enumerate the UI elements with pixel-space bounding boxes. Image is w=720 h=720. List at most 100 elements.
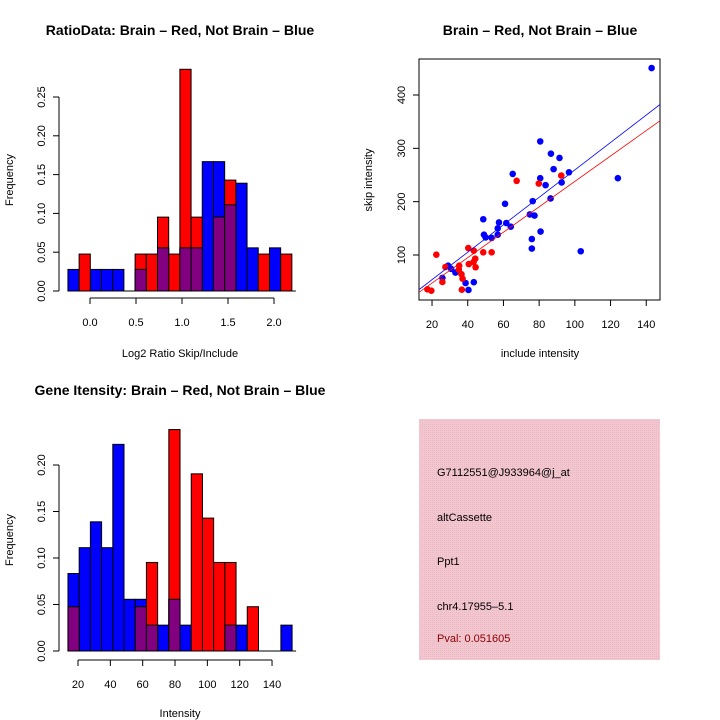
gene-histogram-ylabel: Frequency (4, 514, 16, 566)
y-tick-label: 0.05 (36, 241, 48, 262)
bar-overlap (224, 624, 237, 652)
gene-histogram-title: Gene Itensity: Brain – Red, Not Brain – … (35, 382, 326, 398)
bar-not-brain (235, 624, 248, 652)
point-brain (459, 275, 466, 282)
point-brain (488, 249, 495, 256)
y-tick-label: 0.25 (36, 86, 48, 107)
bar-overlap (134, 606, 147, 652)
bar-overlap (168, 598, 181, 652)
y-tick-label: 400 (396, 86, 408, 104)
y-tick-label: 300 (396, 139, 408, 157)
bar-overlap (156, 247, 170, 292)
point-not-brain (556, 154, 563, 162)
point-not-brain (509, 170, 517, 178)
bar-overlap (190, 247, 203, 292)
gene-name: Ppt1 (437, 556, 460, 568)
y-tick-label: 200 (396, 192, 408, 210)
bar-not-brain (78, 547, 91, 652)
x-tick-label: 60 (497, 319, 509, 331)
point-brain (442, 263, 449, 271)
bar-overlap (179, 247, 192, 292)
bar-not-brain (201, 161, 214, 292)
info-panel-background (419, 419, 660, 660)
point-brain (439, 278, 446, 286)
event-type: altCassette (437, 512, 492, 524)
pval: Pval: 0.051605 (437, 633, 510, 645)
point-brain (433, 251, 440, 258)
point-brain (458, 286, 466, 293)
point-not-brain (542, 181, 549, 189)
bar-overlap (224, 204, 237, 292)
point-not-brain (547, 150, 555, 157)
point-brain (513, 177, 520, 185)
bar-not-brain (235, 182, 248, 292)
x-tick-label: 80 (169, 679, 181, 691)
bar-not-brain (101, 268, 114, 292)
point-brain (479, 249, 487, 256)
ratio-histogram: RatioData: Brain – Red, Not Brain – Blue… (4, 22, 314, 360)
intensity-scatter: Brain – Red, Not Brain – Blue include in… (363, 22, 661, 360)
x-tick-label: 0.5 (128, 317, 143, 329)
bar-not-brain (268, 247, 282, 292)
x-tick-label: 60 (137, 679, 149, 691)
bar-brain (257, 253, 270, 292)
point-not-brain (536, 138, 544, 145)
bar-not-brain (112, 443, 125, 652)
x-tick-label: 20 (72, 679, 84, 691)
bar-brain (78, 253, 91, 292)
y-tick-label: 0.00 (36, 280, 48, 301)
y-tick-label: 100 (396, 246, 408, 264)
x-tick-label: 100 (198, 679, 216, 691)
y-tick-label: 0.20 (36, 125, 48, 146)
point-not-brain (614, 174, 622, 182)
x-tick-label: 140 (263, 679, 281, 691)
x-tick-label: 2.0 (266, 317, 281, 329)
fit-line-not-brain (419, 104, 660, 290)
point-not-brain (482, 234, 489, 241)
bar-brain (190, 473, 203, 652)
y-tick-label: 0.10 (36, 203, 48, 224)
ratio-histogram-title: RatioData: Brain – Red, Not Brain – Blue (46, 22, 315, 38)
x-tick-label: 40 (104, 679, 116, 691)
bar-not-brain (101, 547, 114, 652)
bar-brain (280, 253, 293, 292)
point-not-brain (648, 64, 655, 72)
y-tick-label: 0.10 (36, 547, 48, 568)
bar-brain (213, 561, 226, 652)
ratio-histogram-xlabel: Log2 Ratio Skip/Include (122, 348, 238, 360)
point-brain (465, 260, 473, 268)
scatter-xlabel: include intensity (501, 348, 580, 360)
bar-brain (168, 253, 181, 292)
bar-not-brain (67, 268, 80, 292)
x-tick-label: 1.5 (220, 317, 235, 329)
bar-brain (246, 606, 259, 652)
bar-not-brain (112, 268, 125, 292)
y-tick-label: 0.20 (36, 454, 48, 475)
bar-not-brain (246, 247, 259, 292)
point-not-brain (550, 165, 557, 173)
bar-brain (145, 253, 158, 292)
point-brain (535, 180, 543, 187)
y-tick-label: 0.15 (36, 164, 48, 185)
info-panel: G7112551@J933964@j_at altCassette Ppt1 c… (419, 419, 660, 660)
point-not-brain (531, 212, 538, 219)
x-tick-label: 40 (462, 319, 474, 331)
point-not-brain (558, 179, 565, 186)
point-not-brain (495, 219, 503, 226)
point-not-brain (565, 169, 573, 176)
bar-brain (201, 517, 215, 652)
x-tick-label: 80 (533, 319, 545, 331)
point-brain (464, 244, 472, 252)
bar-not-brain (89, 268, 103, 292)
x-tick-label: 100 (566, 319, 584, 331)
y-tick-label: 0.15 (36, 501, 48, 522)
y-tick-label: 0.00 (36, 640, 48, 661)
probe-id: G7112551@J933964@j_at (437, 467, 570, 479)
bar-not-brain (89, 521, 103, 652)
gene-histogram-xlabel: Intensity (160, 708, 201, 720)
bar-not-brain (280, 624, 293, 652)
bar-overlap (145, 624, 159, 652)
x-tick-label: 120 (601, 319, 619, 331)
x-tick-label: 1.0 (174, 317, 189, 329)
